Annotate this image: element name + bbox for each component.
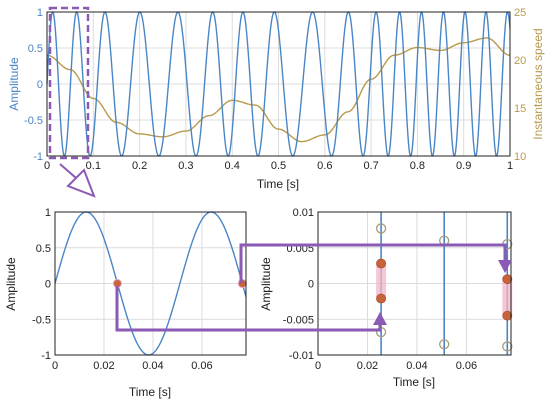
zoom-arrow xyxy=(59,163,96,198)
top-speed-series xyxy=(46,37,511,143)
bl-x-tick-label: 0.06 xyxy=(191,360,212,372)
top-y-tick-label-left: 0 xyxy=(37,79,43,91)
br-y-tick-label: 0.01 xyxy=(293,207,314,219)
top-y-tick-label-right: 10 xyxy=(514,151,526,163)
top-x-tick-label: 0.2 xyxy=(132,160,147,172)
br-open-marker xyxy=(375,223,387,234)
top-y-tick-label-left: -0.5 xyxy=(24,115,43,127)
top-x-tick-label: 0.1 xyxy=(86,160,101,172)
br-x-label: Time [s] xyxy=(393,375,435,389)
bl-y-tick-label: 0 xyxy=(45,279,51,291)
bl-plot-frame xyxy=(54,211,247,356)
br-filled-markers xyxy=(376,258,513,321)
top-chart: 0 0.1 0.2 0.3 0.4 0.5 0.6 0.7 0.8 0.9 1 -1 -0.5 0 0.5… xyxy=(7,6,545,191)
br-plot-frame xyxy=(317,211,512,356)
connector-upper-head xyxy=(498,260,512,273)
bl-x-tick-label: 0.04 xyxy=(142,360,163,372)
bl-y-label: Amplitude xyxy=(4,257,18,311)
br-y-tick-label: -0.005 xyxy=(283,314,314,326)
top-y-tick-label-right: 25 xyxy=(514,7,526,19)
top-x-tick-label: 0.9 xyxy=(456,160,471,172)
br-x-tick-label: 0.02 xyxy=(357,360,378,372)
connector-arrows xyxy=(115,243,512,332)
bl-y-tick-label: -1 xyxy=(41,350,51,362)
top-y-tick-label-left: 0.5 xyxy=(28,43,43,55)
br-highlight-bar xyxy=(502,275,513,320)
top-x-tick-label: 1 xyxy=(507,160,513,172)
top-x-label: Time [s] xyxy=(257,177,299,191)
br-y-label: Amplitude xyxy=(259,257,273,311)
top-x-tick-label: 0.5 xyxy=(271,160,286,172)
br-grid xyxy=(317,211,511,356)
top-plot-frame xyxy=(46,11,511,157)
connector-lower-head xyxy=(373,312,387,325)
br-filled-marker xyxy=(502,310,513,321)
top-y-tick-label-right: 15 xyxy=(514,103,526,115)
bl-y-tick-label: 0.5 xyxy=(36,243,51,255)
bl-x-label: Time [s] xyxy=(129,385,171,399)
top-x-tick-label: 0.7 xyxy=(363,160,378,172)
bottom-left-chart: 0 0.02 0.04 0.06 -1 -0.5 0 0.5 1 Time [s] Ampli… xyxy=(4,207,247,399)
top-x-tick-label: 0 xyxy=(44,160,50,172)
br-highlight-bar xyxy=(376,259,387,303)
bl-y-tick-label: -0.5 xyxy=(32,314,51,326)
br-filled-marker xyxy=(502,274,513,285)
connector-lower xyxy=(115,286,382,332)
top-y-label-left: Amplitude xyxy=(7,57,21,111)
top-x-tick-label: 0.4 xyxy=(225,160,240,172)
br-open-marker xyxy=(502,341,513,352)
br-x-tick-label: 0.04 xyxy=(406,360,427,372)
bl-x-tick-label: 0.02 xyxy=(93,360,114,372)
top-y-tick-label-left: 1 xyxy=(37,7,43,19)
top-x-tick-label: 0.3 xyxy=(178,160,193,172)
br-y-tick-label: -0.01 xyxy=(289,350,314,362)
br-highlight-bars xyxy=(376,259,513,320)
bl-x-tick-label: 0 xyxy=(52,360,58,372)
speed-line xyxy=(46,37,511,143)
br-x-tick-label: 0.06 xyxy=(456,360,477,372)
top-y-tick-label-right: 20 xyxy=(514,55,526,67)
top-x-tick-label: 0.6 xyxy=(317,160,332,172)
top-y-tick-label-left: -1 xyxy=(33,151,43,163)
bl-y-tick-label: 1 xyxy=(45,207,51,219)
br-filled-marker xyxy=(376,293,386,304)
bl-grid xyxy=(54,211,246,356)
br-open-marker xyxy=(439,339,450,350)
bl-x-ticks: 0 0.02 0.04 0.06 xyxy=(52,360,213,372)
br-x-ticks: 0 0.02 0.04 0.06 xyxy=(315,360,477,372)
top-y-ticks-right: 10 15 20 25 xyxy=(514,7,526,163)
top-x-ticks: 0 0.1 0.2 0.3 0.4 0.5 0.6 0.7 0.8 0.9 1 xyxy=(44,160,513,172)
top-y-ticks-left: -1 -0.5 0 0.5 1 xyxy=(24,7,43,163)
zoom-selection-box xyxy=(48,6,90,160)
br-filled-marker xyxy=(376,258,386,269)
connector-upper xyxy=(239,243,507,283)
br-y-tick-label: 0 xyxy=(308,279,314,291)
top-y-label-right: Instantaneous speed xyxy=(531,28,545,139)
top-x-tick-label: 0.8 xyxy=(410,160,425,172)
bl-y-ticks: -1 -0.5 0 0.5 1 xyxy=(32,207,51,362)
br-x-tick-label: 0 xyxy=(315,360,321,372)
